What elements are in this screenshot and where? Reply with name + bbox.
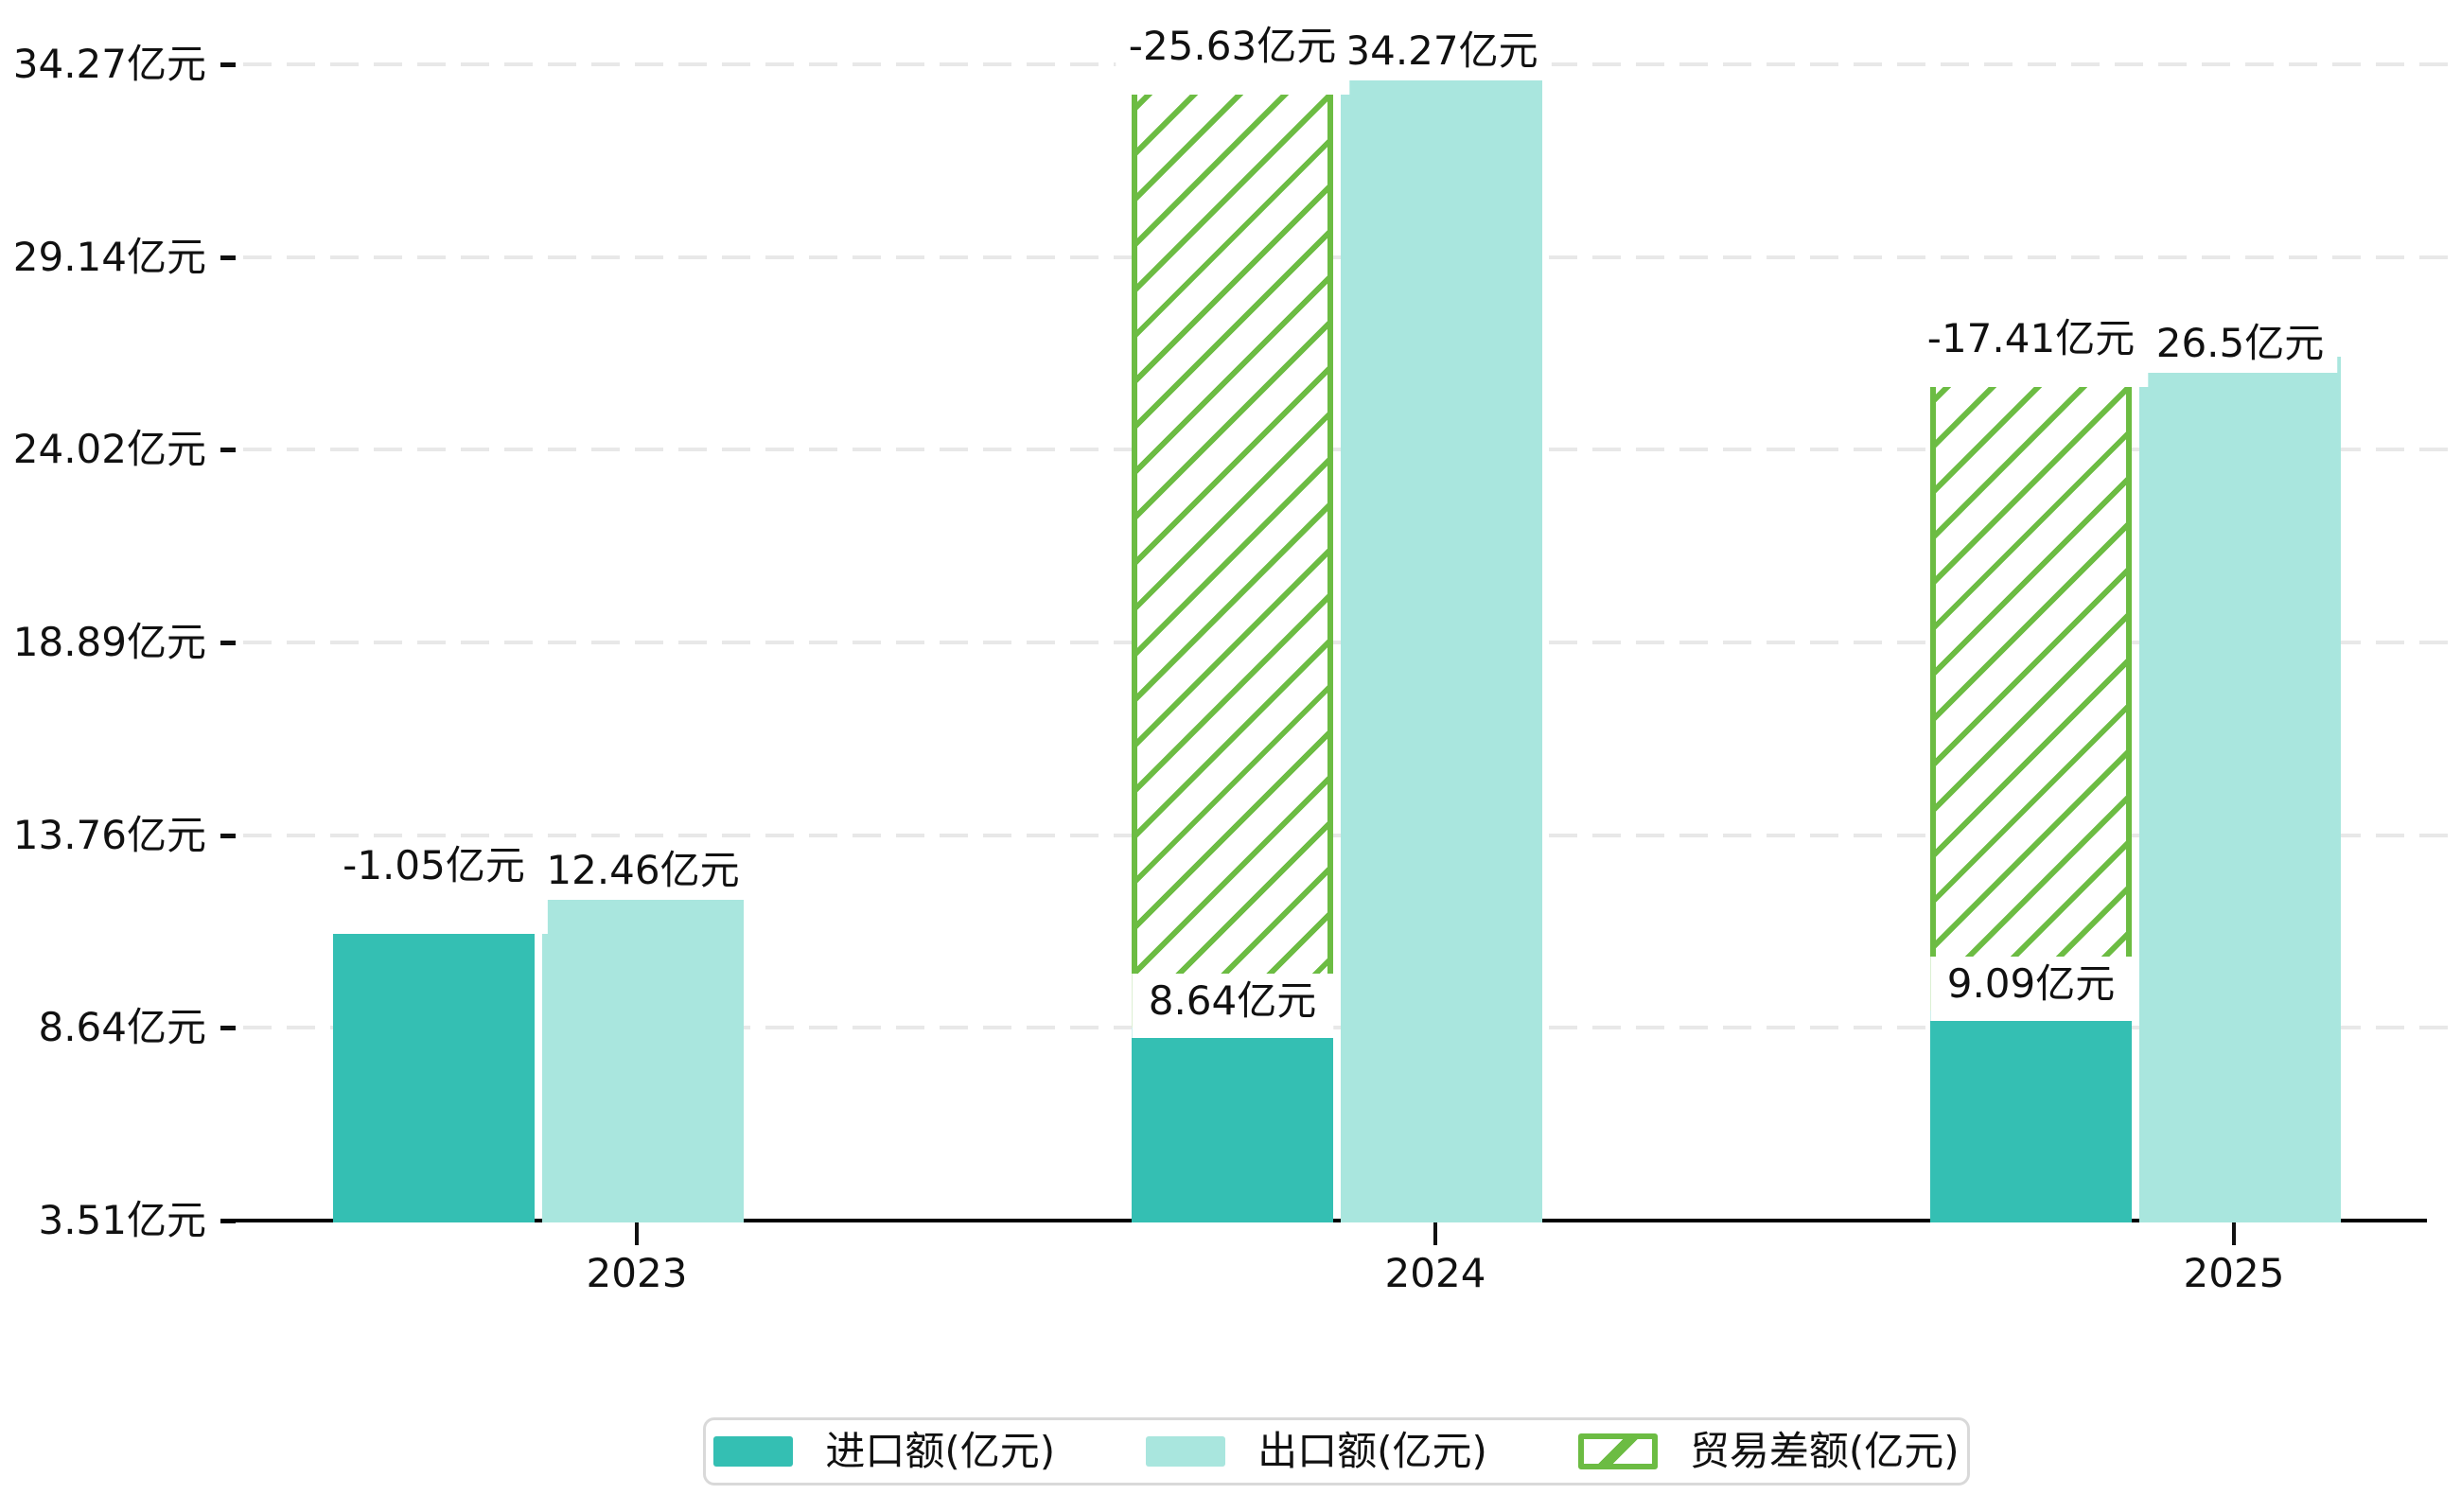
legend-item-import[interactable]: 进口额(亿元) [713, 1428, 1055, 1475]
legend-swatch-balance-icon [1577, 1433, 1658, 1469]
export-bar-2025[interactable] [2139, 356, 2341, 1222]
x-axis-tick [1433, 1221, 1437, 1245]
x-tick-label-2025: 2025 [2183, 1250, 2285, 1296]
y-axis-tick-label: 24.02亿元 [12, 426, 206, 473]
y-axis-tick-label: 3.51亿元 [38, 1197, 206, 1243]
y-axis-tick [220, 1026, 236, 1031]
y-axis-tick [220, 62, 236, 67]
export-value-label-2025: 26.5亿元 [2142, 315, 2338, 373]
y-axis-tick-label: 29.14亿元 [12, 233, 206, 280]
y-axis-tick-label: 18.89亿元 [12, 619, 206, 665]
legend-item-balance[interactable]: 贸易差额(亿元) [1577, 1428, 1960, 1475]
y-axis-tick-label: 8.64亿元 [38, 1004, 206, 1051]
legend: 进口额(亿元) 出口额(亿元) 贸易差额(亿元) [703, 1417, 1970, 1486]
legend-label-import: 进口额(亿元) [825, 1428, 1056, 1474]
y-axis-tick [220, 255, 236, 260]
x-axis-tick [635, 1221, 639, 1245]
balance-bar-2024[interactable] [1132, 64, 1333, 1029]
y-axis-tick [220, 641, 236, 645]
balance-value-label-2023: -1.05亿元 [329, 838, 538, 915]
balance-bar-2025[interactable] [1930, 356, 2132, 1011]
legend-label-balance: 贸易差额(亿元) [1689, 1428, 1960, 1474]
balance-value-label-2024: -25.63亿元 [1115, 19, 1350, 95]
x-tick-label-2024: 2024 [1384, 1250, 1486, 1296]
y-axis-tick-label: 13.76亿元 [12, 811, 206, 858]
import-bar-2025[interactable] [1930, 1011, 2132, 1222]
balance-value-label-2025: -17.41亿元 [1913, 310, 2149, 387]
x-tick-label-2023: 2023 [586, 1250, 688, 1296]
import-bar-2023[interactable] [333, 923, 535, 1222]
export-bar-2024[interactable] [1341, 64, 1542, 1222]
import-bar-2024[interactable] [1132, 1028, 1333, 1222]
export-value-label-2024: 34.27亿元 [1331, 24, 1552, 80]
legend-swatch-import-icon [713, 1436, 794, 1467]
y-axis-tick [220, 448, 236, 453]
import-value-label-2025: 9.09亿元 [1929, 957, 2133, 1022]
legend-label-export: 出口额(亿元) [1257, 1428, 1487, 1474]
export-bar-2023[interactable] [542, 884, 744, 1222]
y-axis-tick [220, 833, 236, 838]
x-axis-tick [2232, 1221, 2236, 1245]
export-value-label-2023: 12.46亿元 [533, 843, 753, 901]
legend-swatch-export-icon [1146, 1436, 1226, 1467]
y-axis-tick-label: 34.27亿元 [12, 41, 206, 87]
legend-item-export[interactable]: 出口额(亿元) [1146, 1428, 1487, 1475]
import-value-label-2024: 8.64亿元 [1131, 974, 1334, 1039]
